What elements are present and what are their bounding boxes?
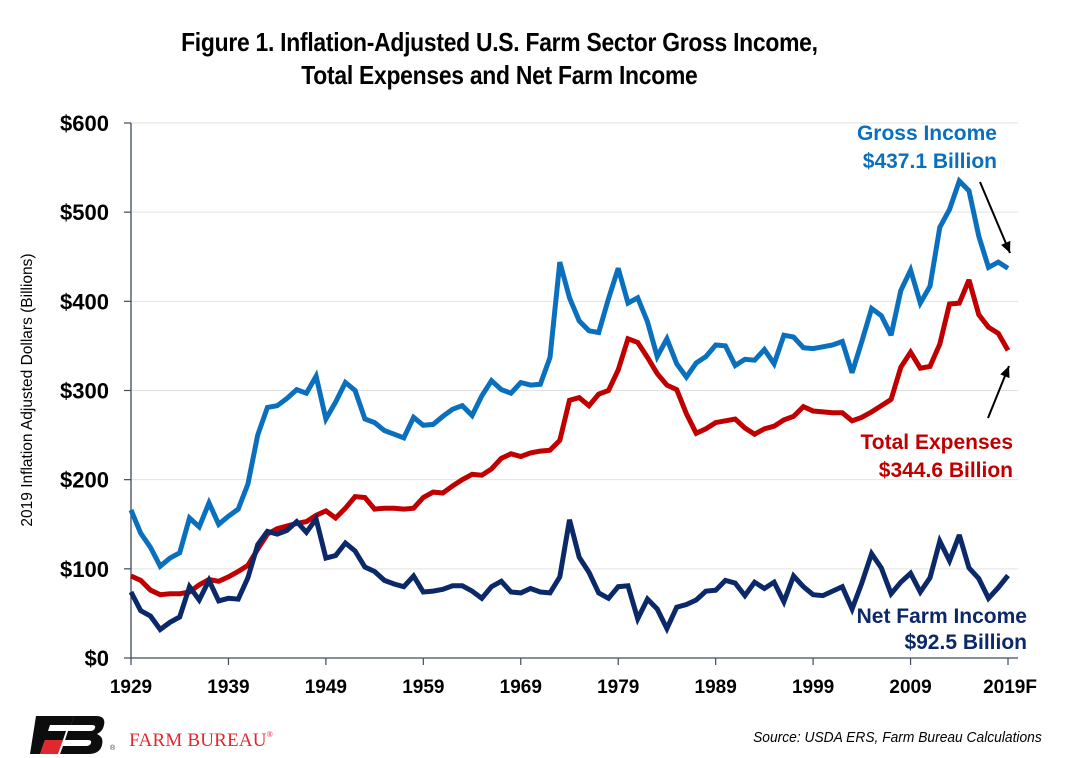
- annotation-gross-income-name: Gross Income: [857, 122, 997, 145]
- logo-f-shape: [30, 716, 74, 754]
- y-tick-label: $100: [60, 557, 109, 582]
- x-tick-label: 1929: [110, 677, 152, 698]
- chart-title-line-1: Figure 1. Inflation-Adjusted U.S. Farm S…: [181, 27, 818, 57]
- axis-tick-labels: $0 $100 $200 $300 $400 $500 $600 1929 1939 1949 19…: [60, 111, 1037, 698]
- x-tick-label: 1979: [597, 677, 639, 698]
- y-tick-label: $200: [60, 468, 109, 493]
- gridlines: [131, 122, 1018, 570]
- x-tick-label: 2009: [889, 677, 931, 698]
- annotation-gross-income-value: $437.1 Billion: [863, 150, 997, 173]
- y-tick-label: $400: [60, 289, 109, 314]
- x-tick-label: 1999: [792, 677, 834, 698]
- series-lines: [128, 176, 1011, 635]
- series-line-net-farm-income: [128, 513, 1010, 635]
- source-note: Source: USDA ERS, Farm Bureau Calculatio…: [753, 729, 1042, 746]
- x-tick-label: 1989: [695, 677, 737, 698]
- annotation-net-farm-income-name: Net Farm Income: [857, 605, 1027, 628]
- logo-text-registered: ®: [266, 730, 273, 739]
- series-line-gross-income: [128, 176, 1010, 571]
- logo-text: FARM BUREAU®: [129, 730, 273, 752]
- y-tick-label: $0: [85, 646, 109, 671]
- annotation-net-farm-income-value: $92.5 Billion: [904, 631, 1027, 654]
- logo-text-label: FARM BUREAU: [129, 730, 267, 751]
- logo-b-shape: [60, 716, 105, 754]
- chart-title: Figure 1. Inflation-Adjusted U.S. Farm S…: [59, 26, 939, 92]
- line-chart: $0 $100 $200 $300 $400 $500 $600 1929 1939 1949 19…: [60, 111, 1037, 698]
- x-tick-label: 1969: [500, 677, 542, 698]
- annotation-arrow-gross-income: [979, 181, 1011, 254]
- x-tick-label: 2019F: [983, 677, 1037, 698]
- annotations: Gross Income $437.1 Billion Total Expenses…: [857, 122, 1027, 654]
- farm-bureau-fb-icon: [30, 716, 105, 754]
- x-tick-label: 1949: [305, 677, 347, 698]
- x-tick-label: 1939: [207, 677, 249, 698]
- annotation-total-expenses-name: Total Expenses: [861, 431, 1014, 454]
- chart-title-line-2: Total Expenses and Net Farm Income: [301, 60, 698, 90]
- series-line-total-expenses: [129, 278, 1011, 598]
- annotation-arrowhead-total-expenses: [1000, 366, 1010, 379]
- annotation-arrowhead-gross-income: [1001, 240, 1011, 253]
- logo-mark-registered: ®: [110, 745, 116, 752]
- annotation-total-expenses-value: $344.6 Billion: [879, 459, 1013, 482]
- y-tick-label: $600: [60, 111, 109, 136]
- y-tick-label: $500: [60, 200, 109, 225]
- y-tick-label: $300: [60, 379, 109, 404]
- farm-bureau-logo: ® FARM BUREAU®: [30, 716, 273, 754]
- axes: [124, 122, 1018, 665]
- logo-red-block: [40, 740, 63, 754]
- x-tick-label: 1959: [402, 677, 444, 698]
